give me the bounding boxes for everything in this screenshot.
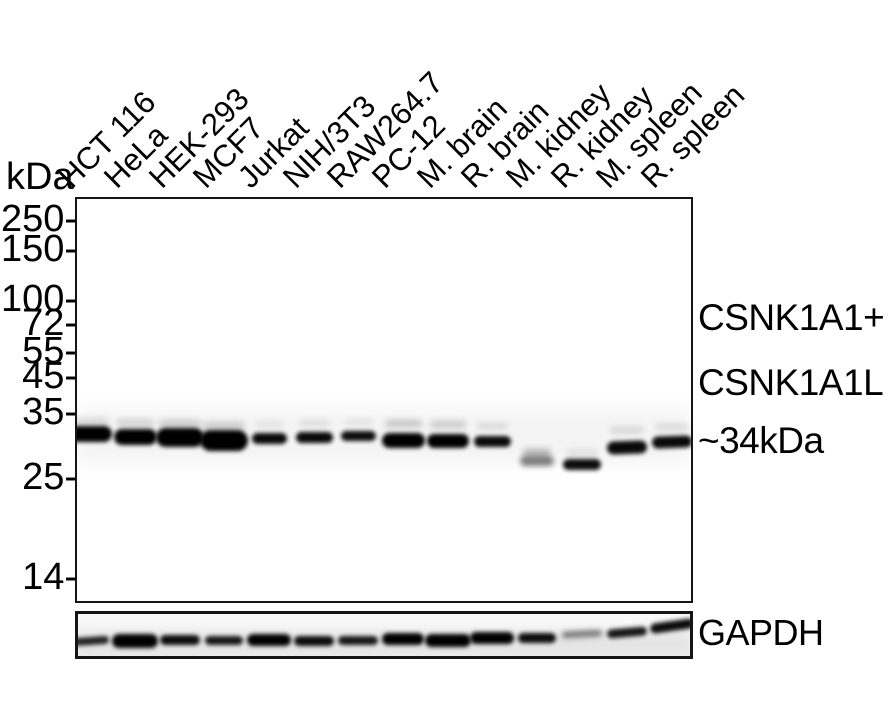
gapdh-band bbox=[470, 632, 514, 644]
csnk1a1-band bbox=[520, 456, 554, 466]
band-ghost bbox=[343, 419, 373, 425]
csnk1a1-band bbox=[473, 435, 511, 447]
gapdh-blot-panel bbox=[75, 611, 693, 659]
observed-mw-label: ~34kDa bbox=[698, 420, 824, 461]
mw-marker-label: 55- bbox=[22, 330, 77, 372]
band-ghost bbox=[254, 421, 284, 427]
gapdh-band bbox=[382, 633, 424, 645]
gapdh-band bbox=[518, 633, 556, 643]
band-ghost bbox=[566, 450, 598, 456]
csnk1a1-band bbox=[651, 435, 691, 449]
gapdh-band bbox=[338, 635, 378, 645]
gapdh-band bbox=[425, 633, 471, 647]
csnk1a1-band bbox=[340, 431, 376, 441]
csnk1a1-band bbox=[251, 432, 287, 444]
csnk1a1-band bbox=[563, 458, 601, 470]
band-ghost bbox=[384, 419, 422, 427]
gapdh-band bbox=[294, 636, 334, 646]
mw-marker-label: 250- bbox=[0, 198, 77, 240]
main-blot-panel bbox=[75, 197, 693, 603]
band-ghost bbox=[77, 417, 109, 425]
csnk1a1-band bbox=[606, 439, 648, 455]
csnk1a1-band bbox=[200, 429, 248, 451]
kda-unit-label: kDa bbox=[6, 156, 74, 198]
csnk1a1-band bbox=[77, 426, 112, 442]
csnk1a1-band bbox=[381, 432, 425, 448]
gapdh-band bbox=[112, 634, 158, 648]
band-ghost bbox=[203, 421, 245, 429]
band-ghost bbox=[523, 448, 551, 456]
mw-marker-label: 45- bbox=[22, 355, 77, 397]
mw-marker-label: 14- bbox=[22, 556, 77, 598]
mw-marker-label: 25- bbox=[22, 456, 77, 498]
gapdh-band bbox=[205, 635, 243, 645]
mw-marker-label: 100- bbox=[0, 278, 77, 320]
csnk1a1-band bbox=[427, 434, 469, 448]
csnk1a1-band bbox=[156, 427, 204, 447]
mw-marker-label: 72- bbox=[22, 302, 77, 344]
band-ghost bbox=[116, 418, 154, 426]
gapdh-band bbox=[247, 634, 291, 646]
band-ghost bbox=[159, 419, 201, 427]
csnk1a1-band bbox=[113, 429, 157, 445]
mw-marker-label: 35- bbox=[22, 391, 77, 433]
gapdh-band bbox=[160, 635, 200, 645]
mw-marker-label: 150- bbox=[0, 228, 77, 270]
band-ghost bbox=[610, 427, 644, 433]
band-ghost bbox=[476, 423, 508, 429]
loading-control-label: GAPDH bbox=[698, 612, 824, 653]
target-protein-label-line1: CSNK1A1+ bbox=[698, 297, 885, 338]
csnk1a1-band bbox=[295, 431, 333, 443]
band-ghost bbox=[655, 424, 689, 430]
band-ghost bbox=[430, 420, 466, 428]
target-protein-label-line2: CSNK1A1L bbox=[698, 362, 884, 403]
band-ghost bbox=[298, 420, 330, 426]
